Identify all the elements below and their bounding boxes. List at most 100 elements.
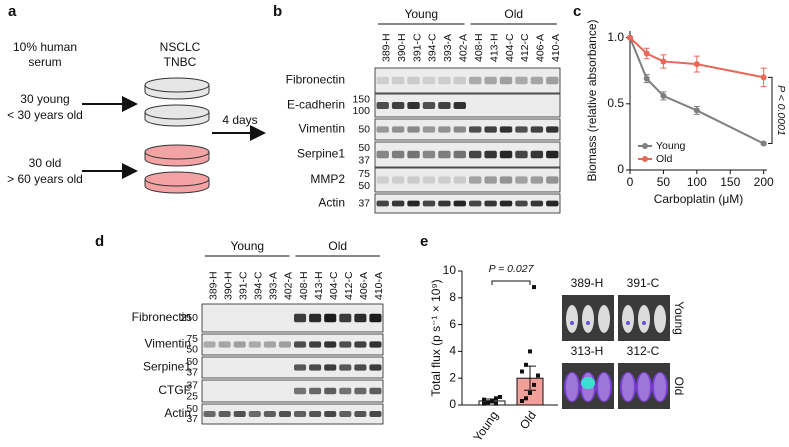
mw-marker: 150 — [352, 94, 370, 106]
row-label: Fibronectin — [286, 73, 345, 87]
legend-label: Old — [656, 153, 673, 165]
blot-panel — [374, 67, 561, 94]
band — [391, 176, 405, 184]
band — [218, 341, 231, 348]
x-tick-label: 0 — [627, 175, 634, 189]
band — [376, 200, 389, 207]
blot-panel — [374, 167, 561, 193]
x-tick-label: 100 — [687, 175, 707, 189]
lane-label: 390-H — [222, 271, 234, 300]
blot-panel — [374, 118, 561, 141]
signal — [626, 321, 630, 325]
data-point — [528, 349, 532, 354]
band — [484, 200, 497, 207]
band — [407, 126, 420, 133]
band — [324, 364, 337, 371]
band — [453, 126, 466, 133]
row-label: MMP2 — [310, 172, 345, 186]
y-axis-label: Total flux (p s⁻¹ × 10⁹) — [429, 279, 443, 396]
lane-label: 393-A — [268, 272, 280, 300]
row-label: Serpine1 — [297, 147, 345, 161]
band — [484, 176, 497, 184]
blot-panel — [201, 403, 384, 425]
data-point — [494, 396, 498, 401]
x-axis-label: Carboplatin (μM) — [654, 192, 744, 206]
group-label: Old — [504, 7, 523, 21]
panel-label: b — [273, 3, 282, 20]
band — [530, 200, 544, 207]
band — [422, 176, 436, 184]
band — [263, 341, 276, 348]
point — [660, 92, 667, 99]
band — [294, 364, 307, 371]
band — [354, 364, 367, 371]
band — [438, 176, 451, 184]
band — [309, 341, 322, 348]
lane-label: 391-C — [237, 271, 249, 300]
data-point — [482, 401, 486, 406]
band — [376, 102, 389, 109]
point — [760, 140, 767, 147]
schematic-text: 30 young — [20, 92, 69, 106]
schematic-text: < 30 years old — [7, 108, 83, 122]
data-point — [532, 285, 536, 290]
y-tick-label: 8 — [449, 290, 456, 304]
blot-panel — [201, 356, 384, 379]
y-tick-label: 2 — [449, 370, 456, 384]
band — [339, 387, 352, 395]
p-value: P = 0.027 — [489, 263, 535, 275]
band — [324, 411, 337, 417]
lane-label: 390-H — [396, 33, 408, 62]
point — [760, 74, 767, 81]
band — [294, 341, 307, 348]
legend-label: Young — [656, 140, 686, 152]
group-label: Young — [672, 301, 686, 335]
band — [218, 411, 231, 417]
group-label: Old — [328, 239, 347, 253]
y-axis-label: Biomass (relative absorbance) — [585, 19, 599, 181]
band — [376, 150, 389, 159]
panel-label: e — [420, 233, 428, 250]
signal — [596, 372, 612, 402]
band — [407, 200, 420, 207]
band — [546, 200, 559, 207]
band — [324, 387, 337, 395]
lane-label: 413-H — [488, 33, 500, 62]
band — [546, 150, 559, 159]
band — [453, 200, 466, 207]
data-point — [524, 362, 528, 367]
band — [391, 126, 405, 133]
bracket — [491, 280, 531, 285]
y-tick-label: 10 — [443, 263, 457, 277]
band — [203, 341, 216, 348]
mouse — [566, 373, 578, 401]
y-tick-label: 0.5 — [607, 96, 624, 110]
row-label: Serpine1 — [143, 360, 191, 374]
band — [438, 76, 451, 85]
band — [469, 176, 482, 184]
mw-marker: 50 — [186, 356, 198, 368]
y-tick-label: 0 — [449, 397, 456, 411]
mouse — [566, 305, 578, 333]
lane-label: 391-C — [411, 33, 423, 62]
signal — [652, 372, 668, 402]
band — [422, 102, 436, 109]
y-tick-label: 6 — [449, 317, 456, 331]
mouse — [638, 305, 650, 333]
dish — [144, 104, 210, 120]
band — [499, 150, 513, 159]
signal — [581, 377, 595, 389]
data-point — [498, 394, 502, 399]
band — [391, 150, 405, 159]
band — [453, 150, 466, 159]
band — [391, 76, 405, 85]
band — [324, 341, 337, 348]
row-label: Actin — [318, 196, 345, 210]
band — [499, 200, 513, 207]
schematic-text: 30 old — [29, 156, 62, 170]
lane-label: 404-C — [504, 33, 516, 62]
data-point — [490, 398, 494, 403]
group-label: Old — [672, 377, 686, 396]
data-point — [524, 396, 528, 401]
